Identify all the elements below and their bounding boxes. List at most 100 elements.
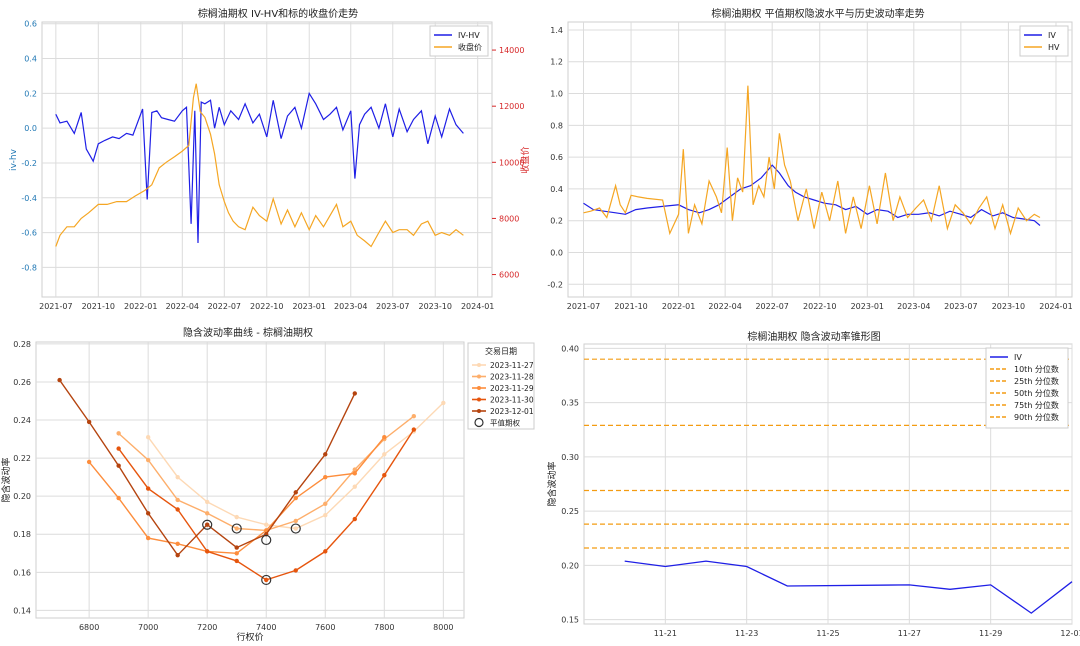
legend-box: [429, 25, 489, 57]
y2-tick-label: 12000: [499, 102, 524, 111]
legend-label: 75th 分位数: [1014, 400, 1059, 410]
smile-point: [145, 434, 151, 440]
y-tick-label: 0.15: [561, 616, 579, 625]
y-tick-label: 0.0: [24, 124, 37, 133]
x-axis-label: 行权价: [236, 631, 263, 643]
y-tick-label: -0.2: [547, 280, 563, 289]
x-tick-label: 7200: [197, 623, 217, 632]
smile-point: [86, 459, 92, 465]
legend-label: 平值期权: [490, 418, 520, 428]
smile-point: [293, 490, 298, 495]
y-tick-label: 0.22: [13, 454, 31, 463]
smile-point: [175, 474, 180, 480]
y-tick-label: 0.40: [561, 344, 579, 353]
series-line: [583, 164, 1041, 226]
x-tick-label: 2023-10: [992, 302, 1025, 311]
x-tick-label: 2022-04: [166, 302, 199, 311]
y-tick-label: 0.8: [550, 121, 563, 130]
y-tick-label: -0.2: [21, 159, 37, 168]
y-axis-label: iv-hv: [9, 148, 19, 171]
legend-swatch-marker: [477, 374, 481, 379]
smile-point: [116, 463, 121, 468]
legend-swatch: [474, 417, 484, 428]
smile-point: [323, 549, 328, 554]
smile-point: [323, 452, 328, 457]
smile-point: [411, 414, 417, 419]
x-tick-label: 2023-10: [419, 302, 452, 311]
smile-point: [234, 514, 239, 520]
smile-point: [205, 522, 210, 527]
smile-point: [145, 457, 151, 463]
y2-tick-label: 14000: [499, 46, 524, 55]
smile-point: [57, 377, 62, 383]
smile-point: [293, 526, 298, 531]
chart-title: 隐含波动率曲线 - 棕榈油期权: [183, 326, 313, 339]
legend-swatch-marker: [477, 409, 481, 413]
smile-point: [175, 497, 180, 503]
x-tick-label: 11-25: [816, 629, 839, 638]
smile-point: [382, 473, 387, 478]
y2-tick-label: 8000: [499, 214, 519, 223]
smile-point: [145, 511, 151, 516]
y-tick-label: 0.6: [550, 153, 563, 162]
atm-marker: [261, 574, 272, 586]
legend-label: 2023-12-01: [490, 407, 534, 416]
smile-point: [411, 427, 417, 432]
legend-box: [985, 347, 1069, 429]
x-tick-label: 8000: [433, 623, 453, 632]
x-tick-label: 12-01: [1060, 629, 1080, 638]
x-tick-label: 2022-07: [755, 302, 788, 311]
y2-tick-label: 6000: [499, 271, 519, 280]
x-tick-label: 2023-07: [944, 302, 977, 311]
y-tick-label: 0.30: [561, 453, 579, 462]
legend-label: 90th 分位数: [1014, 412, 1059, 422]
x-tick-label: 2023-04: [897, 302, 930, 311]
x-tick-label: 2023-07: [376, 302, 409, 311]
series-line: [624, 560, 1073, 614]
x-tick-label: 2022-07: [208, 302, 241, 311]
y-tick-label: -0.4: [21, 194, 37, 203]
x-tick-label: 6800: [79, 623, 99, 632]
y-tick-label: 0.25: [561, 507, 579, 516]
smile-point: [352, 467, 357, 472]
smile-point: [116, 431, 121, 436]
legend-label: 25th 分位数: [1014, 376, 1059, 386]
x-tick-label: 2024-01: [461, 302, 494, 311]
x-tick-label: 2023-01: [851, 302, 884, 311]
volatility-smile-chart: 隐含波动率曲线 - 棕榈油期权 0.14 0.16 0.18 0.20 0.22 0.24…: [0, 326, 535, 643]
smile-point: [382, 434, 387, 440]
y-tick-label: -0.8: [21, 263, 37, 272]
legend-swatch-marker: [477, 397, 481, 402]
y-axis-label: 隐含波动率: [546, 461, 558, 506]
smile-point: [116, 495, 121, 501]
x-tick-label: 11-27: [898, 629, 921, 638]
y-tick-label: 0.4: [550, 185, 563, 194]
legend-swatch-marker: [477, 363, 481, 367]
smile-point: [116, 446, 121, 451]
iv-cone-chart: 棕榈油期权 隐含波动率锥形图 0.15 0.20 0.25 0.30 0.35 0.40 1…: [546, 330, 1080, 638]
y-tick-label: 0.24: [13, 416, 31, 425]
legend-title: 交易日期: [485, 346, 517, 356]
smile-point: [352, 484, 357, 489]
atm-marker: [202, 519, 213, 530]
smile-point: [382, 452, 387, 457]
x-tick-label: 2023-01: [293, 302, 326, 311]
y-tick-label: 0.2: [24, 89, 37, 98]
smile-point: [293, 518, 298, 524]
atm-marker: [231, 523, 242, 534]
y-tick-label: 0.20: [13, 492, 31, 501]
x-tick-label: 11-29: [979, 629, 1002, 638]
legend-label: 收盘价: [458, 42, 482, 52]
legend-swatch-marker: [477, 386, 481, 390]
y-tick-label: 1.4: [550, 26, 563, 35]
smile-point: [323, 474, 328, 480]
smile-point: [352, 516, 357, 522]
legend-label: IV-HV: [458, 31, 480, 40]
y-tick-label: 0.2: [550, 217, 563, 226]
y-tick-label: 0.28: [13, 340, 31, 349]
smile-point: [234, 545, 239, 550]
x-tick-label: 2022-01: [124, 302, 157, 311]
smile-point: [293, 568, 298, 573]
smile-point: [264, 522, 269, 527]
legend-box: [1019, 25, 1069, 57]
